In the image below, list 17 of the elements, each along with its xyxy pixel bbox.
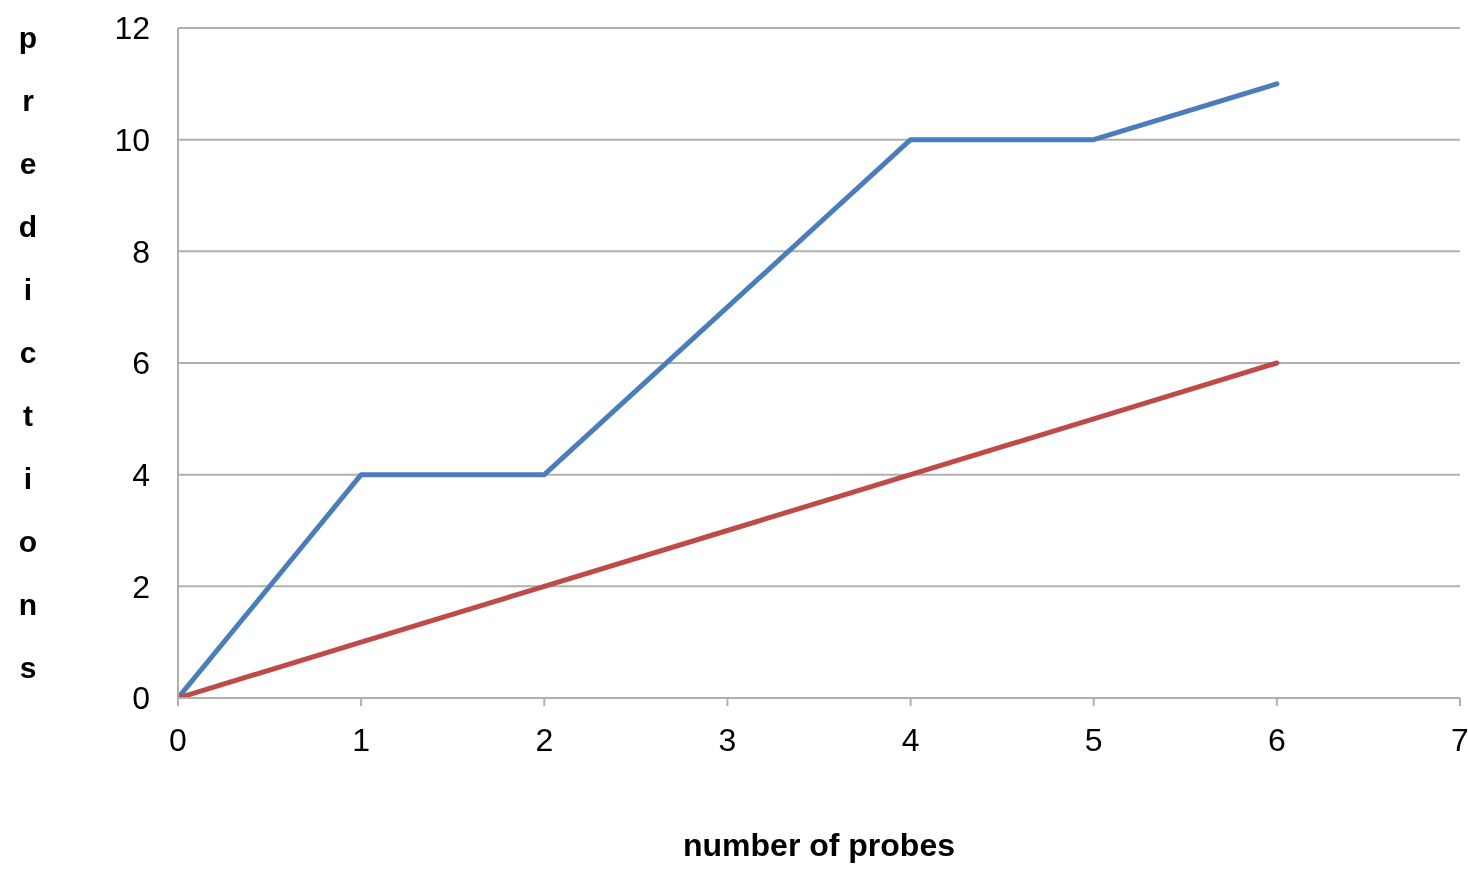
x-tick-label: 1 bbox=[352, 721, 371, 758]
x-tick-label: 2 bbox=[535, 721, 554, 758]
y-tick-label: 12 bbox=[114, 10, 150, 47]
y-tick-label: 0 bbox=[132, 680, 150, 717]
x-tick-label: 4 bbox=[901, 721, 920, 758]
y-tick-label: 8 bbox=[132, 233, 150, 270]
y-tick-label: 2 bbox=[132, 568, 150, 605]
x-tick-label: 3 bbox=[718, 721, 737, 758]
y-tick-label: 4 bbox=[132, 457, 150, 494]
x-tick-label: 7 bbox=[1451, 721, 1468, 758]
y-tick-label: 6 bbox=[132, 345, 150, 382]
x-tick-label: 5 bbox=[1084, 721, 1103, 758]
x-tick-label: 0 bbox=[169, 721, 187, 758]
y-tick-label: 10 bbox=[114, 122, 150, 159]
text: predictions bbox=[18, 21, 38, 684]
x-tick-label: 6 bbox=[1267, 721, 1286, 758]
x-axis-title: number of probes bbox=[682, 827, 956, 863]
